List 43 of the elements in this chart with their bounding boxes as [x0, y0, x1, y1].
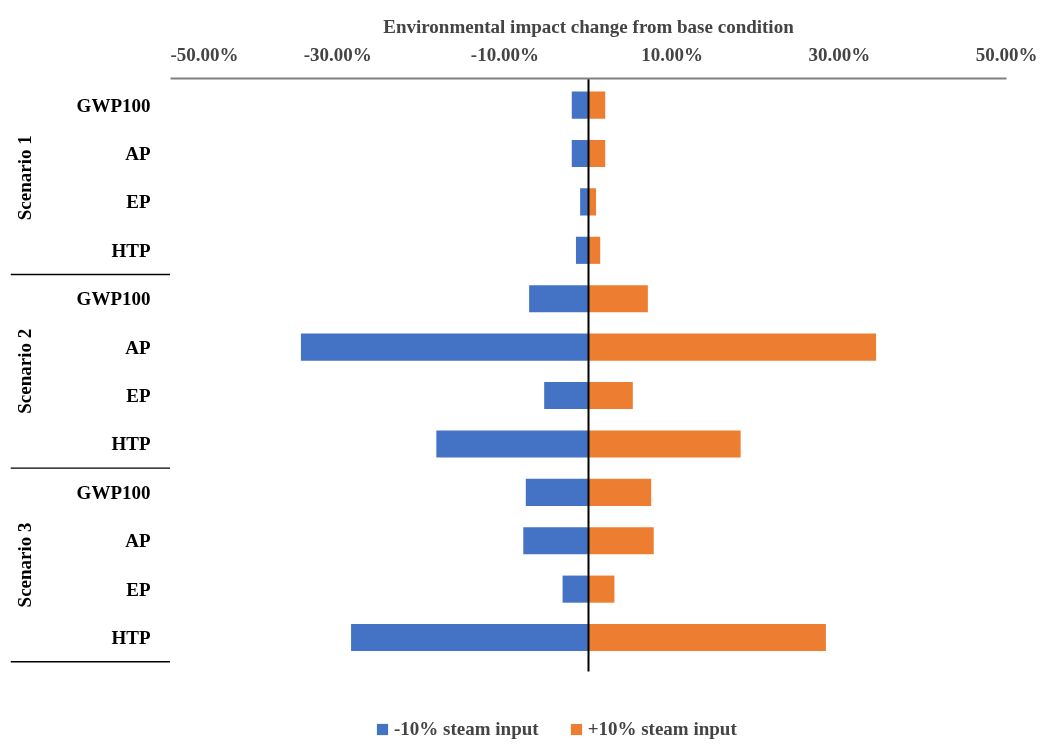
y-tick-label: HTP	[111, 627, 151, 649]
bar	[588, 623, 826, 652]
x-tick-label: 50.00%	[975, 43, 1038, 65]
bar	[544, 381, 589, 410]
x-axis-title: Environmental impact change from base condition	[383, 15, 795, 37]
x-tick-label: 30.00%	[808, 43, 871, 65]
bar	[588, 285, 648, 313]
y-tick-label: AP	[125, 143, 151, 165]
text: Scenario 3	[14, 522, 36, 608]
y-tick-label: GWP100	[76, 481, 151, 503]
y-tick-label: AP	[125, 336, 151, 358]
y-tick-label: HTP	[111, 433, 151, 455]
bar	[571, 91, 589, 119]
y-tick-label: EP	[126, 385, 151, 407]
bar	[571, 139, 589, 168]
bar	[588, 381, 633, 410]
legend-label: +10% steam input	[587, 718, 737, 740]
x-tick-label: -30.00%	[303, 43, 372, 65]
bar	[588, 478, 652, 506]
bar	[436, 430, 589, 458]
bar	[588, 333, 877, 361]
bar	[575, 236, 589, 264]
bar	[562, 575, 589, 603]
text: Scenario 2	[14, 328, 36, 414]
bar	[588, 575, 615, 603]
y-tick-label: GWP100	[76, 94, 151, 116]
bar	[523, 527, 589, 555]
y-tick-label: EP	[126, 578, 151, 600]
x-tick-label: -50.00%	[170, 43, 239, 65]
x-tick-label: 10.00%	[641, 43, 703, 65]
bar	[588, 430, 741, 458]
bar	[351, 623, 589, 652]
bar	[529, 285, 589, 313]
y-tick-label: EP	[126, 191, 151, 213]
x-tick-label: -10.00%	[470, 43, 539, 65]
y-tick-label: AP	[125, 530, 151, 552]
bar	[525, 478, 589, 506]
text: Scenario 1	[14, 135, 36, 221]
y-tick-label: GWP100	[76, 288, 151, 310]
y-tick-label: HTP	[111, 239, 151, 261]
bar	[300, 333, 589, 361]
bar	[588, 527, 654, 555]
legend-label: -10% steam input	[394, 718, 539, 740]
